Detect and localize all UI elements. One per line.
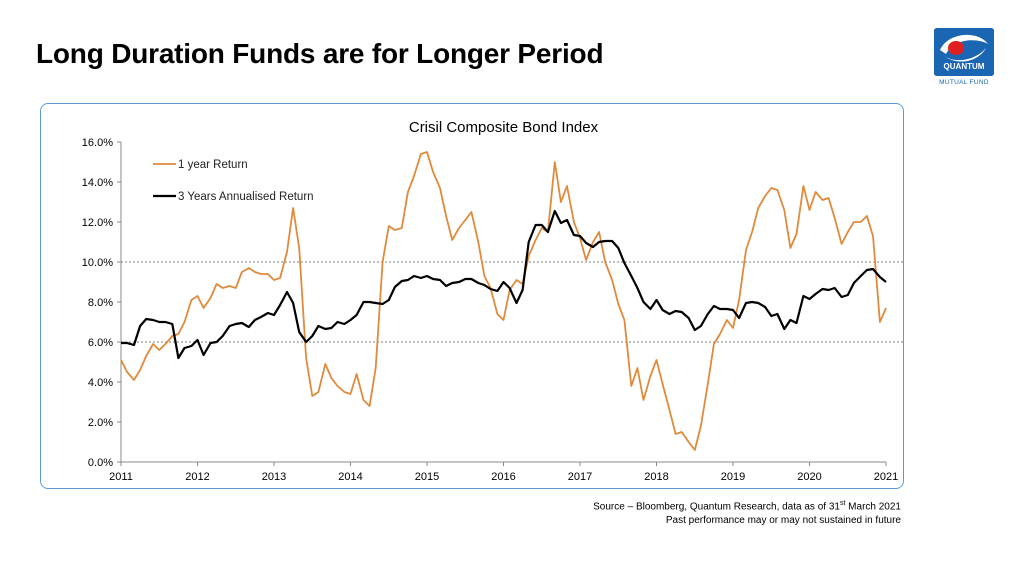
legend-label-0: 1 year Return [178,159,248,171]
logo-wordmark: QUANTUM [943,62,985,71]
disclaimer: Past performance may or may not sustaine… [665,515,901,527]
x-tick-label: 2020 [797,471,821,483]
series-line-one-year [120,151,887,451]
y-tick-label: 4.0% [88,377,113,389]
source-line: Source – Bloomberg, Quantum Research, da… [593,497,901,514]
x-tick-label: 2011 [109,471,133,483]
x-tick-label: 2016 [491,471,515,483]
y-tick-label: 8.0% [88,297,113,309]
series-line-three-year [121,209,887,360]
y-tick-label: 10.0% [82,257,113,269]
chart-frame: Crisil Composite Bond Index 0.0% 2.0% 4.0% 6… [40,103,904,489]
logo-badge: QUANTUM [934,28,994,76]
y-tick-label: 0.0% [88,457,113,469]
source-suffix: March 2021 [845,501,901,513]
x-tick-label: 2019 [721,471,745,483]
y-tick-label: 14.0% [82,177,113,189]
legend-label-1: 3 Years Annualised Return [178,191,314,203]
chart-title: Crisil Composite Bond Index [409,119,599,136]
x-tick-label: 2021 [874,471,898,483]
source-sup: st [839,500,846,507]
y-tick-label: 6.0% [88,337,113,349]
quantum-logo: QUANTUM MUTUAL FUND [934,28,994,90]
y-tick-label: 2.0% [88,417,113,429]
x-tick-label: 2014 [338,471,362,483]
x-tick-label: 2018 [644,471,668,483]
x-tick-label: 2015 [415,471,439,483]
x-tick-label: 2013 [262,471,286,483]
line-chart: Crisil Composite Bond Index 0.0% 2.0% 4.0% 6… [82,119,903,483]
page-title: Long Duration Funds are for Longer Perio… [36,38,604,69]
y-tick-label: 16.0% [82,137,113,149]
logo-subtext: MUTUAL FUND [939,79,989,86]
source-note: Source – Bloomberg, Quantum Research, da… [593,497,901,528]
y-tick-label: 12.0% [82,217,113,229]
source-prefix: Source – Bloomberg, Quantum Research, da… [593,501,840,513]
x-tick-label: 2017 [568,471,592,483]
logo-emblem-icon [934,28,994,76]
x-tick-label: 2012 [185,471,209,483]
